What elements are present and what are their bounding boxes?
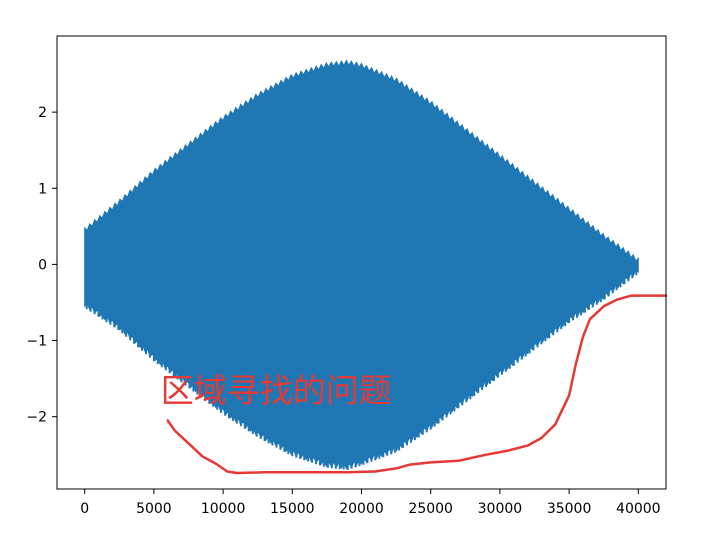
series-0-teeth (85, 262, 638, 470)
y-tick-label: 2 (38, 105, 47, 121)
x-tick-label: 30000 (478, 501, 523, 517)
series-layer (84, 59, 639, 470)
y-tick-label: 0 (38, 257, 47, 273)
x-tick-label: 15000 (270, 501, 315, 517)
y-tick-label: −1 (26, 334, 47, 350)
x-tick-label: 0 (80, 501, 89, 517)
x-tick-label: 25000 (408, 501, 453, 517)
x-tick-label: 10000 (201, 501, 246, 517)
x-tick-label: 5000 (136, 501, 172, 517)
y-tick-label: 1 (38, 181, 47, 197)
annotation-text: 区域寻找的问题 (161, 371, 392, 410)
y-tick-label: −2 (26, 410, 47, 426)
x-tick-label: 35000 (547, 501, 592, 517)
axes-layer: 0 5000 10000 15000 20000 25000 30000 35000 40000… (26, 105, 660, 517)
x-tick-label: 40000 (616, 501, 661, 517)
series-0-band (84, 59, 639, 470)
annotation-layer: 区域寻找的问题 (161, 294, 668, 475)
freehand-stroke (166, 294, 668, 475)
x-tick-label: 20000 (339, 501, 384, 517)
